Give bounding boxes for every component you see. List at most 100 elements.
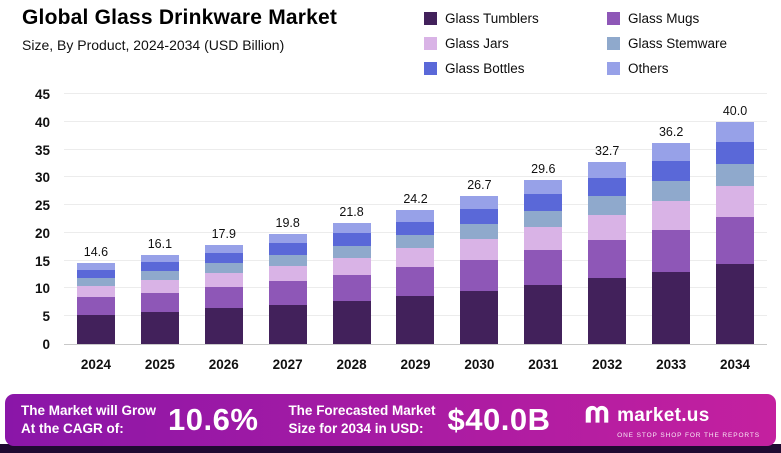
bar-total-label: 26.7 xyxy=(467,177,492,192)
bar-2028: 21.8 xyxy=(322,205,382,344)
y-axis-tick: 15 xyxy=(34,253,50,269)
y-axis-tick: 0 xyxy=(42,337,50,352)
segment-others xyxy=(652,142,691,162)
segment-glass-tumblers xyxy=(268,304,307,344)
legend-label: Glass Bottles xyxy=(445,61,525,76)
bar-stack xyxy=(332,222,371,344)
bar-total-label: 29.6 xyxy=(531,161,556,176)
segment-glass-jars xyxy=(396,248,435,268)
bar-2026: 17.9 xyxy=(194,227,254,344)
segment-glass-stemware xyxy=(76,277,115,287)
segment-glass-mugs xyxy=(140,292,179,312)
segment-glass-mugs xyxy=(268,281,307,305)
marketus-logo-icon xyxy=(584,402,610,431)
bar-total-label: 16.1 xyxy=(147,236,173,251)
segment-glass-stemware xyxy=(716,164,755,187)
segment-glass-mugs xyxy=(204,287,243,309)
segment-glass-mugs xyxy=(588,240,627,279)
segment-glass-stemware xyxy=(652,181,691,202)
bar-total-label: 17.9 xyxy=(211,226,236,241)
bar-2024: 14.6 xyxy=(66,245,126,344)
segment-glass-jars xyxy=(204,273,243,288)
bar-2025: 16.1 xyxy=(130,237,190,344)
segment-glass-bottles xyxy=(460,209,499,225)
segment-others xyxy=(140,254,179,263)
y-axis-tick: 35 xyxy=(34,142,50,158)
legend-label: Glass Stemware xyxy=(628,36,728,51)
x-axis-label-2028: 2028 xyxy=(336,356,367,372)
segment-glass-tumblers xyxy=(332,300,371,344)
legend-label: Glass Tumblers xyxy=(445,11,539,26)
segment-glass-jars xyxy=(140,280,179,293)
bar-2029: 24.2 xyxy=(385,192,445,344)
y-axis-tick: 5 xyxy=(42,309,50,325)
segment-glass-mugs xyxy=(396,267,435,296)
segment-glass-jars xyxy=(716,186,755,218)
gridline xyxy=(64,204,767,206)
bar-total-label: 19.8 xyxy=(275,216,300,231)
legend-swatch xyxy=(424,12,437,25)
footer-banner: The Market will Grow At the CAGR of: 10.… xyxy=(5,394,776,446)
segment-glass-jars xyxy=(76,286,115,298)
segment-glass-tumblers xyxy=(140,311,179,344)
segment-glass-bottles xyxy=(588,177,627,197)
gridline xyxy=(64,148,767,150)
legend-swatch xyxy=(424,62,437,75)
y-axis-tick: 40 xyxy=(34,114,50,130)
chart-header: Global Glass Drinkware Market Size, By P… xyxy=(22,6,773,76)
brand-name: market.us xyxy=(617,405,710,426)
bar-stack xyxy=(76,262,115,344)
brand-block: market.us One Stop Shop For The Reports xyxy=(584,402,760,439)
bar-total-label: 14.6 xyxy=(83,244,109,259)
forecast-label: The Forecasted Market Size for 2034 in U… xyxy=(288,403,436,436)
y-axis-tick: 20 xyxy=(34,225,50,241)
x-axis-label-2031: 2031 xyxy=(528,356,559,372)
x-axis-label-2027: 2027 xyxy=(272,356,303,372)
segment-others xyxy=(396,209,435,222)
plot-area: 14.6 16.1 17.9 19.8 21.8 24.2 26.7 29.6 32.7 36.2… xyxy=(64,93,767,345)
segment-glass-tumblers xyxy=(396,295,435,344)
segment-glass-tumblers xyxy=(460,290,499,344)
segment-glass-bottles xyxy=(396,221,435,236)
segment-glass-mugs xyxy=(76,297,115,315)
segment-glass-bottles xyxy=(332,233,371,246)
segment-glass-bottles xyxy=(140,262,179,272)
segment-glass-jars xyxy=(460,239,499,260)
bar-total-label: 40.0 xyxy=(722,103,748,118)
y-axis: 0 5 10 15 20 25 30 35 40 45 xyxy=(18,87,58,352)
legend-swatch xyxy=(607,62,620,75)
segment-glass-bottles xyxy=(716,141,755,165)
segment-glass-stemware xyxy=(396,235,435,249)
bar-2031: 29.6 xyxy=(513,162,573,344)
segment-glass-tumblers xyxy=(588,278,627,344)
legend-item-glass-tumblers: Glass Tumblers xyxy=(424,11,607,26)
segment-glass-stemware xyxy=(268,254,307,266)
bar-stack xyxy=(204,244,243,344)
bar-total-label: 24.2 xyxy=(403,191,428,206)
cagr-value: 10.6% xyxy=(168,402,259,437)
page-title: Global Glass Drinkware Market xyxy=(22,6,338,29)
legend-label: Glass Jars xyxy=(445,36,509,51)
bar-stack xyxy=(396,209,435,344)
segment-glass-jars xyxy=(652,201,691,230)
segment-glass-jars xyxy=(268,265,307,282)
segment-glass-bottles xyxy=(524,194,563,211)
y-axis-tick: 10 xyxy=(34,281,50,297)
segment-glass-bottles xyxy=(204,253,243,264)
legend-item-glass-bottles: Glass Bottles xyxy=(424,61,607,76)
y-axis-tick: 30 xyxy=(34,170,50,186)
segment-glass-bottles xyxy=(652,161,691,182)
forecast-value: $40.0B xyxy=(447,402,551,437)
bar-stack xyxy=(588,162,627,344)
x-axis-label-2033: 2033 xyxy=(656,356,687,372)
bar-2030: 26.7 xyxy=(449,178,509,344)
bar-total-label: 36.2 xyxy=(658,124,684,139)
bar-2027: 19.8 xyxy=(258,216,318,344)
segment-glass-bottles xyxy=(76,269,115,278)
legend-item-glass-mugs: Glass Mugs xyxy=(607,11,769,26)
bar-stack xyxy=(524,179,563,344)
segment-others xyxy=(268,234,307,244)
cagr-label: The Market will Grow At the CAGR of: xyxy=(21,403,157,436)
legend-item-others: Others xyxy=(607,61,769,76)
gridline xyxy=(64,176,767,178)
